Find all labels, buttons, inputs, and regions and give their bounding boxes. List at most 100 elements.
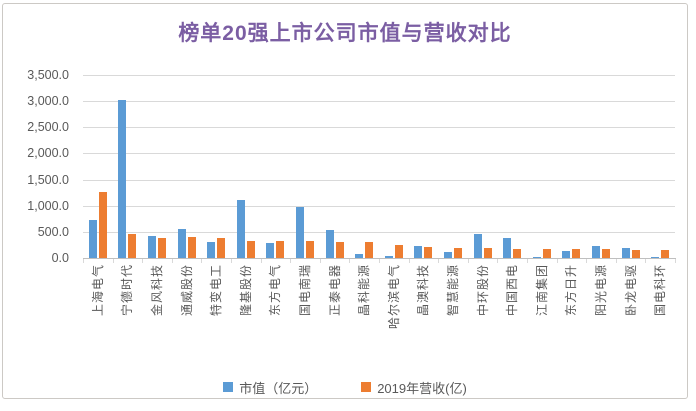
market-value-bar — [266, 243, 275, 258]
market-value-bar — [503, 238, 512, 258]
x-axis-tick — [349, 259, 351, 263]
chart-title: 榜单20强上市公司市值与营收对比 — [178, 22, 512, 45]
revenue-bar — [246, 241, 255, 258]
x-axis-tick — [260, 259, 262, 263]
revenue-bar — [661, 250, 670, 258]
x-category-label: 宁德时代 — [120, 264, 135, 317]
x-category-label: 正泰电器 — [327, 264, 342, 317]
revenue-bar — [424, 247, 433, 258]
revenue-bar — [572, 249, 581, 258]
x-category-label: 晶科能源 — [357, 264, 372, 317]
y-axis-tick-label: 1,500.0 — [27, 172, 69, 187]
market-value-bar — [384, 256, 393, 258]
x-category-label: 通威股份 — [179, 264, 194, 317]
legend-item-market-value: 市值（亿元） — [223, 378, 317, 397]
x-axis-tick — [231, 259, 232, 263]
x-axis-tick — [586, 259, 588, 263]
x-category-label: 江南集团 — [534, 264, 549, 317]
x-category-label: 东方电气 — [268, 264, 283, 317]
x-axis-tick — [408, 259, 410, 263]
x-axis-tick — [201, 259, 203, 263]
y-axis-tick-label: 2,500.0 — [27, 120, 69, 135]
x-axis-tick — [112, 259, 114, 263]
x-axis-tick — [645, 259, 647, 263]
x-axis-tick — [171, 259, 173, 263]
x-axis-tick — [497, 259, 499, 263]
market-value-swatch-icon — [223, 382, 234, 392]
revenue-bar — [602, 249, 610, 258]
market-value-bar — [325, 230, 334, 258]
revenue-bar — [542, 249, 551, 258]
market-value-bar — [355, 254, 364, 258]
y-axis-tick-label: 500.0 — [37, 224, 69, 239]
market-value-bar — [562, 251, 571, 258]
y-axis-tick-label: 3,500.0 — [27, 68, 69, 82]
market-value-bar — [118, 100, 127, 258]
market-value-bar — [177, 229, 186, 258]
legend-item-revenue: 2019年营收(亿) — [361, 378, 467, 397]
x-axis-tick — [527, 259, 528, 263]
revenue-bar — [217, 238, 226, 258]
legend-label: 2019年营收(亿) — [377, 380, 467, 396]
x-axis-tick — [615, 259, 617, 263]
revenue-bar — [631, 250, 640, 258]
x-axis-tick — [142, 259, 144, 263]
revenue-bar — [454, 248, 462, 258]
market-value-bar — [592, 246, 600, 258]
market-value-bar — [473, 234, 482, 258]
revenue-bar — [394, 245, 403, 258]
x-category-label: 中环股份 — [475, 264, 490, 317]
x-axis-tick — [467, 259, 469, 263]
revenue-bar — [158, 238, 166, 258]
y-axis-tick-label: 3,000.0 — [27, 94, 69, 109]
y-gridline — [83, 153, 675, 155]
x-axis-tick — [319, 259, 321, 263]
y-gridline — [83, 75, 675, 76]
legend: 市值（亿元） 2019年营收(亿) — [3, 377, 687, 397]
y-axis-tick-label: 2,000.0 — [27, 146, 69, 161]
x-category-label: 隆基股份 — [238, 264, 253, 317]
revenue-bar — [483, 248, 492, 258]
revenue-bar — [513, 249, 522, 258]
y-gridline — [83, 231, 675, 233]
chart-canvas: 榜单20强上市公司市值与营收对比 市值（亿元） 2019年营收(亿) 3,500… — [2, 3, 688, 399]
x-axis-line — [83, 258, 676, 259]
x-category-label: 东方日升 — [564, 264, 579, 317]
x-category-label: 特变电工 — [209, 264, 224, 317]
x-category-label: 上海电气 — [90, 264, 105, 317]
x-axis-tick — [556, 259, 558, 263]
revenue-bar — [276, 241, 285, 258]
market-value-bar — [444, 252, 452, 258]
x-category-label: 晶澳科技 — [416, 264, 431, 317]
revenue-bar — [365, 242, 374, 258]
revenue-bar — [128, 234, 137, 258]
y-gridline — [83, 205, 675, 207]
y-gridline — [83, 127, 675, 129]
market-value-bar — [414, 246, 423, 258]
x-category-label: 哈尔滨电气 — [386, 264, 401, 330]
x-category-label: 国电科环 — [653, 264, 668, 317]
x-category-label: 阳光电源 — [594, 264, 608, 317]
market-value-bar — [88, 220, 97, 258]
x-category-label: 金风科技 — [150, 264, 164, 317]
x-axis-tick — [83, 259, 84, 263]
x-axis-tick — [675, 259, 676, 263]
revenue-bar — [187, 237, 196, 258]
market-value-bar — [532, 257, 541, 258]
market-value-bar — [236, 200, 245, 258]
x-category-label: 中国西电 — [505, 264, 520, 317]
x-axis-tick — [438, 259, 440, 263]
x-category-label: 智慧能源 — [446, 264, 460, 317]
y-gridline — [83, 179, 675, 181]
x-axis-tick — [290, 259, 292, 263]
market-value-bar — [296, 207, 304, 258]
x-axis-tick — [379, 259, 380, 263]
y-gridline — [83, 101, 675, 103]
market-value-bar — [207, 242, 216, 258]
revenue-bar — [335, 242, 344, 258]
x-category-label: 卧龙电驱 — [623, 264, 638, 317]
market-value-bar — [621, 248, 630, 258]
y-axis-tick-label: 0.0 — [51, 251, 69, 265]
market-value-bar — [148, 236, 156, 258]
revenue-swatch-icon — [361, 382, 372, 392]
